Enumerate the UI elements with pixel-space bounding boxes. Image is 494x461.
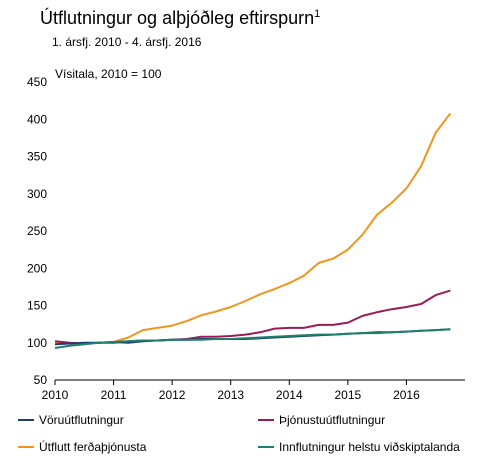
y-tick-label: 300: [27, 187, 47, 201]
y-tick-label: 250: [27, 224, 47, 238]
legend-label: Vöruútflutningur: [39, 413, 124, 427]
x-axis: 2010 2011 2012 2013 2014 2015 2016: [42, 380, 420, 402]
y-tick-label: 350: [27, 150, 47, 164]
x-tick-label: 2013: [217, 388, 244, 402]
y-axis-label: Vísitala, 2010 = 100: [55, 67, 162, 81]
series-line: [54, 112, 452, 345]
x-tick-label: 2010: [42, 388, 69, 402]
chart-title: Útflutningur og alþjóðleg eftirspurn1: [40, 7, 320, 28]
legend-label: Útflutt ferðaþjónusta: [39, 439, 147, 454]
x-tick-label: 2016: [393, 388, 420, 402]
y-tick-label: 100: [27, 336, 47, 350]
y-tick-label: 450: [27, 75, 47, 89]
y-tick-label: 200: [27, 261, 47, 275]
legend-label: Innflutningur helstu viðskiptalanda: [279, 440, 460, 454]
x-tick-label: 2012: [159, 388, 186, 402]
plot-area: [54, 112, 452, 349]
chart-subtitle: 1. ársfj. 2010 - 4. ársfj. 2016: [52, 35, 202, 49]
y-tick-label: 400: [27, 112, 47, 126]
x-tick-label: 2011: [101, 388, 127, 402]
y-axis: 50 100 150 200 250 300 350 400 450: [27, 75, 47, 387]
legend: Vöruútflutningur Þjónustuútflutningur Útfl…: [18, 413, 460, 454]
legend-label: Þjónustuútflutningur: [279, 413, 385, 427]
x-tick-label: 2014: [276, 388, 303, 402]
y-tick-label: 150: [27, 299, 47, 313]
x-tick-label: 2015: [335, 388, 362, 402]
series-line: [54, 328, 451, 349]
y-tick-label: 50: [34, 373, 48, 387]
